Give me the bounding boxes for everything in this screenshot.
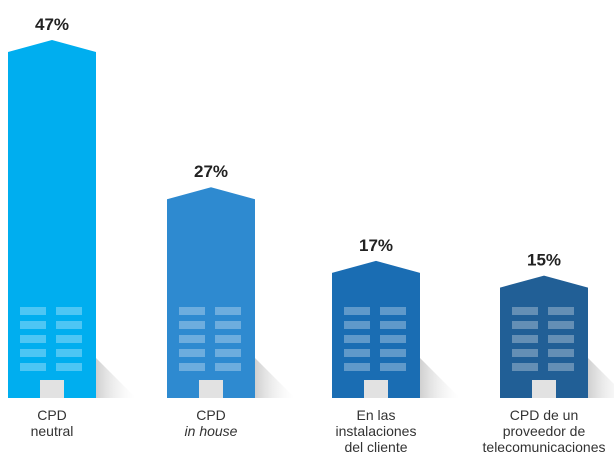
window xyxy=(512,349,538,357)
x-tick-label: CPD in house xyxy=(141,407,281,439)
shadow xyxy=(255,358,295,398)
window xyxy=(380,349,406,357)
window xyxy=(548,363,574,371)
building xyxy=(500,275,614,398)
door xyxy=(364,380,388,398)
window xyxy=(20,307,46,315)
label-line: CPD de un xyxy=(509,407,579,423)
window xyxy=(380,363,406,371)
label-line: in house xyxy=(184,423,238,439)
value-label: 15% xyxy=(527,251,561,270)
window xyxy=(512,335,538,343)
window xyxy=(215,363,241,371)
door xyxy=(532,380,556,398)
window xyxy=(380,335,406,343)
door xyxy=(199,380,223,398)
window xyxy=(179,307,205,315)
window xyxy=(179,321,205,329)
window xyxy=(179,335,205,343)
door xyxy=(40,380,64,398)
window xyxy=(20,335,46,343)
label-line: CPD xyxy=(196,407,226,423)
x-tick-label: En las instalaciones del cliente xyxy=(306,407,446,455)
window xyxy=(56,321,82,329)
window xyxy=(512,363,538,371)
label-line: instalaciones xyxy=(335,423,417,439)
window xyxy=(344,335,370,343)
window xyxy=(56,363,82,371)
bar xyxy=(8,40,96,398)
window xyxy=(215,307,241,315)
window xyxy=(215,321,241,329)
shadow xyxy=(420,358,460,398)
window xyxy=(56,349,82,357)
x-tick-label: CPD de un proveedor de telecomunicaciones xyxy=(474,407,614,455)
bar xyxy=(167,187,255,398)
label-line: neutral xyxy=(30,423,74,439)
value-label: 17% xyxy=(359,236,393,255)
window xyxy=(215,335,241,343)
building xyxy=(332,260,460,398)
window xyxy=(548,321,574,329)
shadow xyxy=(588,358,614,398)
building xyxy=(8,40,136,398)
value-label: 27% xyxy=(194,162,228,181)
value-label: 47% xyxy=(35,15,69,34)
window xyxy=(344,321,370,329)
window xyxy=(20,321,46,329)
window xyxy=(20,363,46,371)
shadow xyxy=(96,358,136,398)
bar xyxy=(332,260,420,398)
window xyxy=(344,307,370,315)
label-line: del cliente xyxy=(344,439,408,455)
window xyxy=(20,349,46,357)
label-line: En las xyxy=(356,407,396,423)
window xyxy=(215,349,241,357)
window xyxy=(548,349,574,357)
window xyxy=(548,335,574,343)
label-line: telecomunicaciones xyxy=(482,439,606,455)
window xyxy=(179,363,205,371)
label-line: proveedor de xyxy=(502,423,586,439)
window xyxy=(512,321,538,329)
window xyxy=(56,335,82,343)
window xyxy=(380,307,406,315)
bar xyxy=(500,275,588,398)
window xyxy=(344,363,370,371)
x-tick-label: CPD neutral xyxy=(0,407,122,439)
window xyxy=(179,349,205,357)
window xyxy=(512,307,538,315)
window xyxy=(548,307,574,315)
building xyxy=(167,187,295,398)
window xyxy=(344,349,370,357)
label-line: CPD xyxy=(37,407,67,423)
window xyxy=(56,307,82,315)
window xyxy=(380,321,406,329)
